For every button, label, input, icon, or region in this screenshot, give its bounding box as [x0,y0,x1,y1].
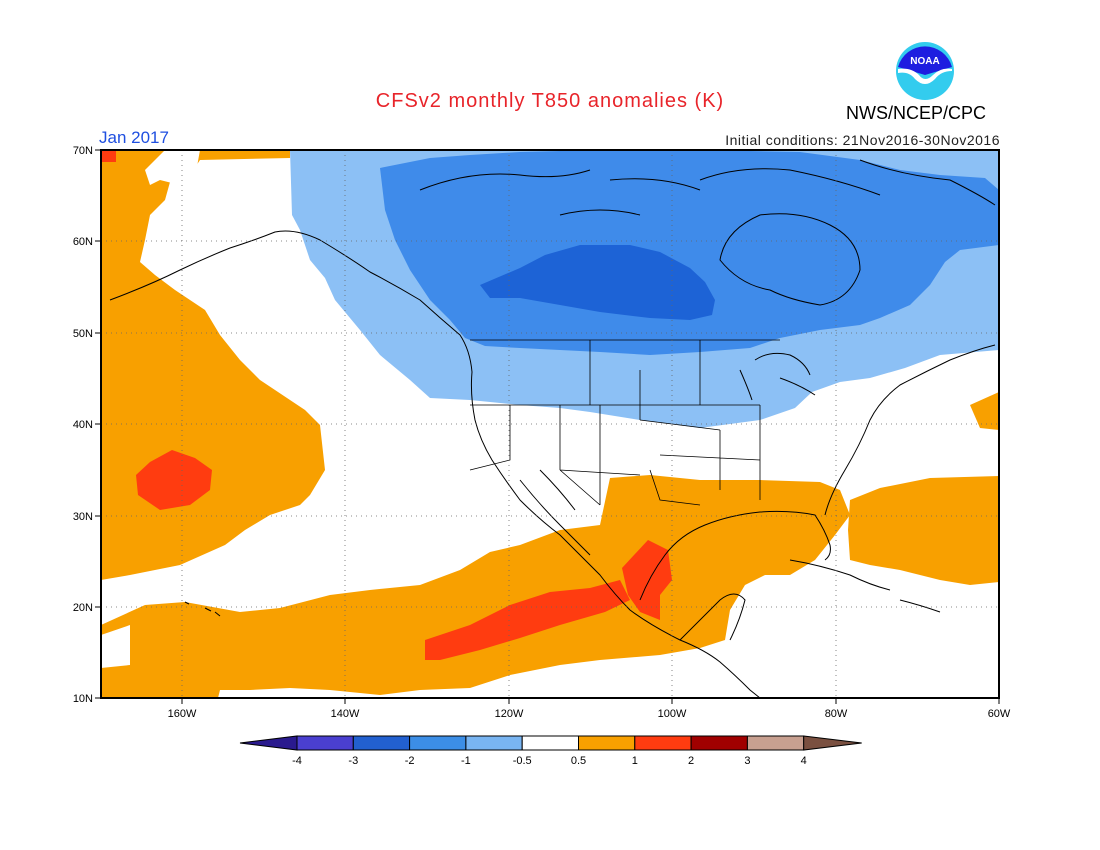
colorbar-label: 3 [744,755,750,767]
colorbar-swatch [634,735,692,751]
colorbar-label: 2 [688,755,694,767]
lat-label: 60N [73,236,93,248]
lat-label: 70N [73,145,93,157]
noaa-logo-icon: NOAA [896,42,954,100]
period-label: Jan 2017 [99,128,169,147]
warm-strong-mexico-interior [622,540,672,620]
lon-label: 60W [988,708,1011,720]
colorbar-swatch [465,735,523,751]
lat-label: 30N [73,511,93,523]
colorbar-label: -0.5 [513,755,532,767]
colorbar-swatch [746,735,805,751]
coastlines [109,159,996,698]
colorbar-swatch [521,735,580,751]
lon-label: 160W [168,708,197,720]
colorbar-label: -2 [405,755,415,767]
lat-label: 40N [73,419,93,431]
lat-label: 50N [73,328,93,340]
colorbar [239,735,862,751]
colorbar-label: -1 [461,755,471,767]
colorbar-label: 4 [801,755,807,767]
colorbar-label: 0.5 [571,755,586,767]
colorbar-arrow-left [239,735,298,751]
lat-label: 10N [73,693,93,705]
lon-label: 120W [495,708,524,720]
logo-text: NOAA [910,56,939,67]
colorbar-swatch [409,735,467,751]
colorbar-label: 1 [632,755,638,767]
warm-region-atlantic [848,476,999,585]
warm-region-subtropical [101,475,850,698]
colorbar-label: -3 [348,755,358,767]
lon-label: 140W [331,708,360,720]
lat-label: 20N [73,602,93,614]
initial-conditions-label: Initial conditions: 21Nov2016-30Nov2016 [725,132,1000,148]
colorbar-swatch [578,735,636,751]
lon-label: 80W [825,708,848,720]
colorbar-swatch [296,735,354,751]
warm-strong-mexico-coast [425,580,630,660]
political-borders [469,339,780,506]
agency-label: NWS/NCEP/CPC [846,103,987,123]
colorbar-label: -4 [292,755,302,767]
colorbar-arrow-right [803,735,862,751]
cool-region-medium [380,150,999,355]
colorbar-swatch [690,735,748,751]
map-title: CFSv2 monthly T850 anomalies (K) [375,90,725,112]
colorbar-swatch [352,735,411,751]
colorbar-labels: -4 -3 -2 -1 -0.5 0.5 1 2 3 4 [292,755,807,767]
warm-strong-pacific [136,450,212,510]
lon-label: 100W [658,708,687,720]
cool-region-strong [480,245,715,320]
